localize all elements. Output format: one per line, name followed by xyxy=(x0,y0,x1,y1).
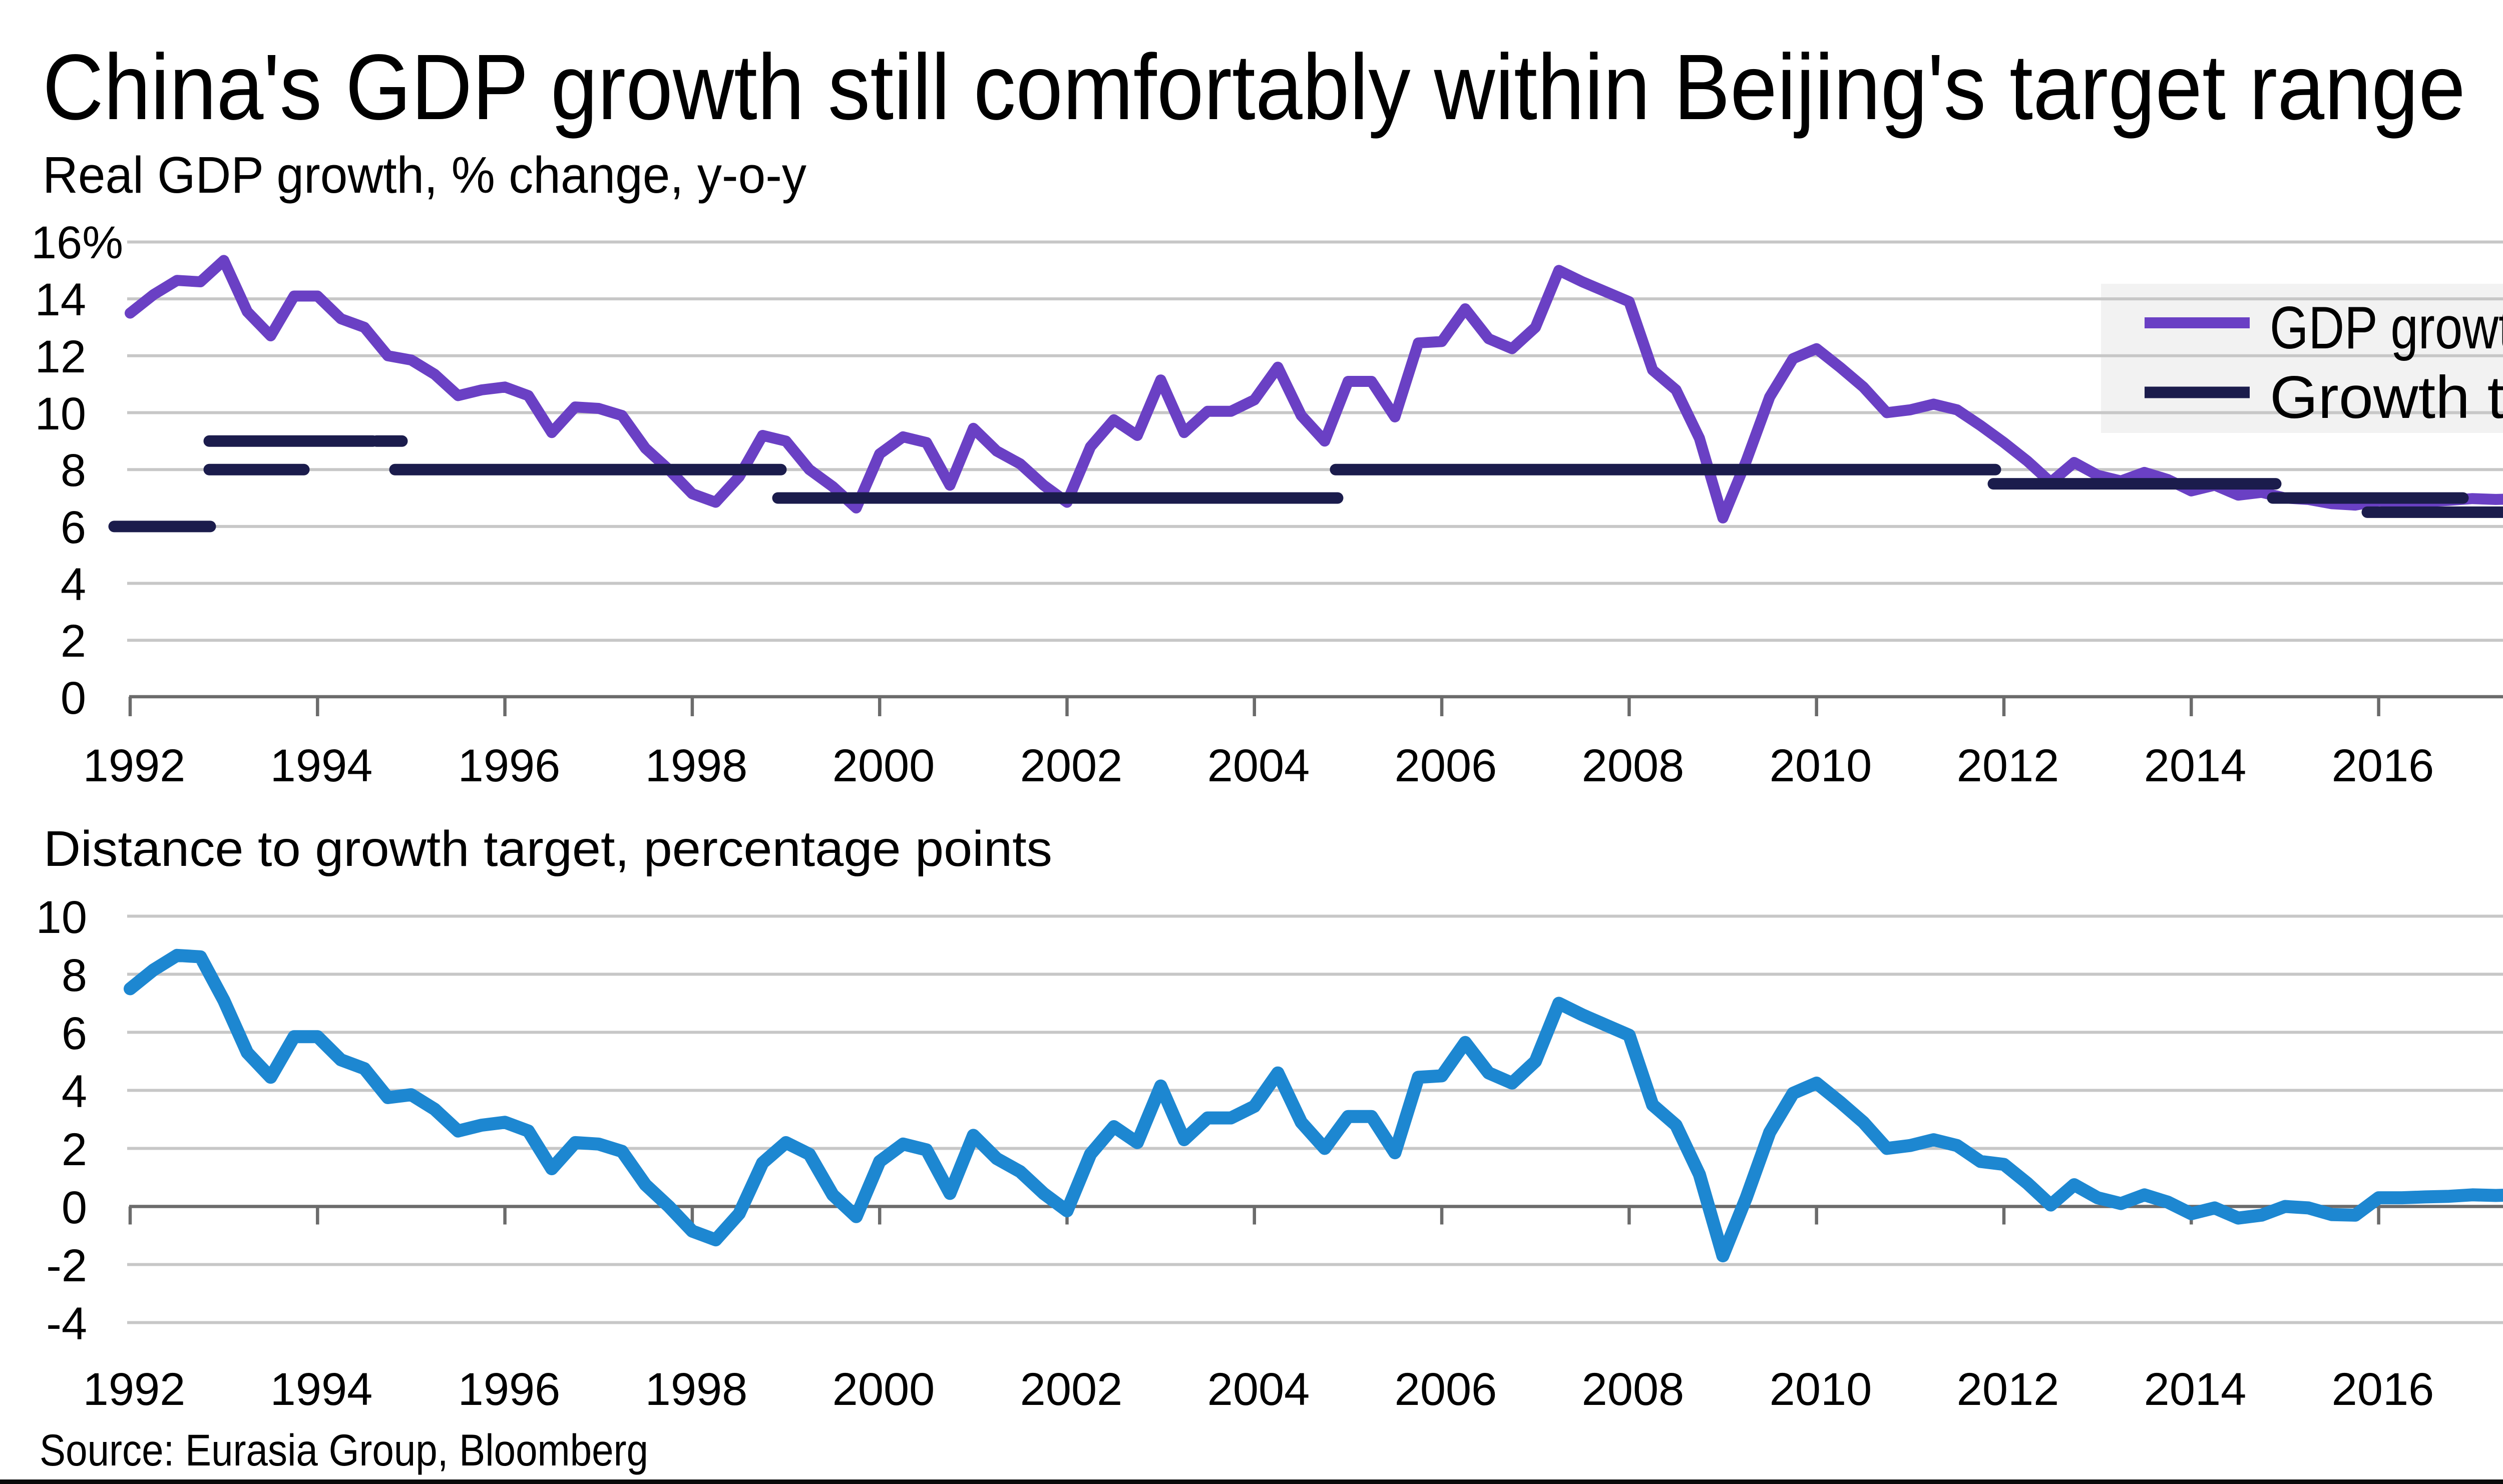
svg-text:0: 0 xyxy=(62,1182,87,1233)
svg-text:1998: 1998 xyxy=(645,1364,748,1415)
svg-text:2002: 2002 xyxy=(1020,1364,1123,1415)
svg-text:2004: 2004 xyxy=(1207,740,1310,791)
svg-text:2000: 2000 xyxy=(832,740,935,791)
svg-text:-2: -2 xyxy=(46,1240,87,1291)
svg-text:2008: 2008 xyxy=(1582,740,1685,791)
svg-text:2000: 2000 xyxy=(832,1364,935,1415)
svg-text:GDP growth: GDP growth xyxy=(2270,294,2503,361)
svg-text:2: 2 xyxy=(62,1124,87,1175)
svg-text:2: 2 xyxy=(61,616,86,667)
svg-text:2008: 2008 xyxy=(1582,1364,1685,1415)
svg-text:4: 4 xyxy=(62,1066,87,1117)
svg-text:2012: 2012 xyxy=(1957,1364,2059,1415)
svg-text:1996: 1996 xyxy=(458,1364,561,1415)
svg-text:16%: 16% xyxy=(31,217,123,268)
svg-text:2016: 2016 xyxy=(2332,740,2434,791)
svg-text:Distance to growth target, per: Distance to growth target, percentage po… xyxy=(44,821,1052,877)
svg-text:Source: Eurasia Group, Bloombe: Source: Eurasia Group, Bloomberg xyxy=(40,1425,648,1475)
svg-text:2012: 2012 xyxy=(1957,740,2059,791)
svg-text:China's GDP growth still comfo: China's GDP growth still comfortably wit… xyxy=(43,36,2465,139)
svg-text:1992: 1992 xyxy=(83,1364,186,1415)
svg-text:2014: 2014 xyxy=(2144,740,2247,791)
svg-text:2016: 2016 xyxy=(2332,1364,2434,1415)
svg-text:6: 6 xyxy=(62,1008,87,1059)
svg-text:0: 0 xyxy=(61,673,86,724)
svg-text:2010: 2010 xyxy=(1770,1364,1872,1415)
svg-text:2006: 2006 xyxy=(1395,1364,1497,1415)
svg-text:2006: 2006 xyxy=(1395,740,1497,791)
svg-text:Real GDP growth, % change, y-o: Real GDP growth, % change, y-o-y xyxy=(43,146,806,204)
svg-text:2010: 2010 xyxy=(1770,740,1872,791)
svg-text:1998: 1998 xyxy=(645,740,748,791)
svg-text:14: 14 xyxy=(35,274,86,325)
svg-text:1992: 1992 xyxy=(83,740,186,791)
svg-text:12: 12 xyxy=(35,331,86,382)
svg-text:2002: 2002 xyxy=(1020,740,1123,791)
svg-text:6: 6 xyxy=(61,502,86,553)
svg-text:10: 10 xyxy=(35,388,86,439)
svg-text:1996: 1996 xyxy=(458,740,561,791)
svg-text:-4: -4 xyxy=(46,1298,87,1349)
svg-text:Growth target: Growth target xyxy=(2270,364,2503,431)
svg-text:8: 8 xyxy=(62,950,87,1001)
svg-text:8: 8 xyxy=(61,445,86,496)
svg-text:2014: 2014 xyxy=(2144,1364,2247,1415)
svg-text:10: 10 xyxy=(36,892,87,943)
svg-text:2004: 2004 xyxy=(1207,1364,1310,1415)
svg-text:1994: 1994 xyxy=(270,740,373,791)
svg-text:1994: 1994 xyxy=(270,1364,373,1415)
svg-text:4: 4 xyxy=(61,559,86,610)
